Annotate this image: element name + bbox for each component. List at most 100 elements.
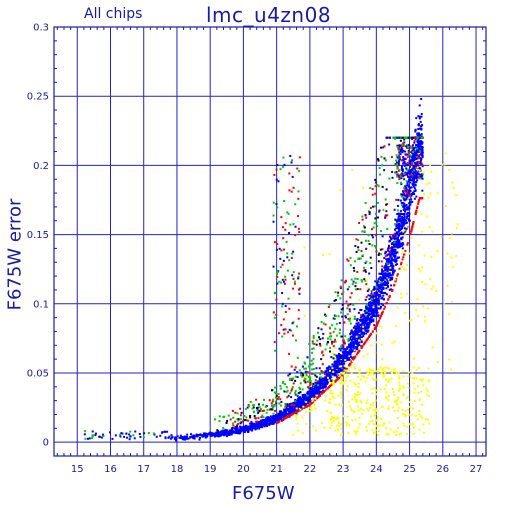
data-point xyxy=(405,433,408,436)
data-point xyxy=(249,422,252,425)
data-point xyxy=(274,416,277,419)
data-point xyxy=(450,256,453,259)
data-point xyxy=(401,170,404,173)
data-point xyxy=(305,403,308,406)
data-point xyxy=(330,356,333,359)
data-point xyxy=(426,418,429,421)
data-point xyxy=(372,308,375,311)
data-point xyxy=(173,437,176,440)
data-point xyxy=(351,409,354,412)
data-point xyxy=(413,387,416,390)
data-point xyxy=(331,382,334,385)
data-point xyxy=(222,426,225,429)
data-point xyxy=(377,159,380,162)
data-point xyxy=(423,431,426,434)
data-point xyxy=(327,368,330,371)
data-point xyxy=(375,302,378,305)
data-point xyxy=(405,203,408,206)
data-point xyxy=(370,301,373,304)
data-point xyxy=(422,193,425,196)
data-point xyxy=(354,281,357,284)
data-point xyxy=(291,252,294,255)
data-point xyxy=(408,202,411,205)
data-point xyxy=(338,328,341,331)
data-point xyxy=(417,314,420,317)
data-point xyxy=(277,412,280,415)
data-point xyxy=(239,422,242,425)
x-tick-label: 19 xyxy=(204,464,217,475)
y-tick-label: 0.2 xyxy=(33,161,49,172)
data-point xyxy=(343,348,346,351)
data-point xyxy=(403,186,406,189)
data-point xyxy=(417,164,420,167)
data-point xyxy=(317,382,320,385)
data-point xyxy=(389,370,392,373)
data-point xyxy=(417,201,420,204)
data-point xyxy=(368,319,371,322)
data-point xyxy=(290,161,293,164)
data-point xyxy=(362,343,365,346)
data-point xyxy=(414,190,417,193)
data-point xyxy=(405,189,408,192)
data-point xyxy=(450,232,453,235)
data-point xyxy=(280,414,283,417)
data-point xyxy=(363,324,366,327)
data-point xyxy=(191,435,194,438)
data-point xyxy=(401,236,404,239)
data-point xyxy=(361,322,364,325)
data-point xyxy=(404,269,407,272)
data-point xyxy=(318,393,321,396)
data-point xyxy=(300,404,303,407)
data-point xyxy=(180,437,183,440)
data-point xyxy=(448,169,451,172)
data-point xyxy=(247,430,250,433)
data-point xyxy=(382,208,385,211)
data-point xyxy=(369,306,372,309)
data-point xyxy=(402,209,405,212)
data-point xyxy=(377,280,380,283)
data-point xyxy=(297,197,300,200)
data-point xyxy=(355,319,358,322)
x-axis-ticks: 15 16 17 18 19 20 21 22 23 24 25 26 27 xyxy=(56,27,484,475)
data-point xyxy=(292,223,295,226)
data-point xyxy=(236,412,239,415)
data-point xyxy=(90,437,93,440)
data-point xyxy=(305,373,308,376)
x-tick-label: 20 xyxy=(237,464,250,475)
data-point xyxy=(311,351,314,354)
data-point xyxy=(323,313,326,316)
data-point xyxy=(360,400,363,403)
data-point xyxy=(349,296,352,299)
data-point xyxy=(164,436,167,439)
data-point xyxy=(347,346,350,349)
data-point xyxy=(349,303,352,306)
data-point xyxy=(340,279,343,282)
data-point xyxy=(392,270,395,273)
data-point xyxy=(295,407,298,410)
data-point xyxy=(247,419,250,422)
data-point xyxy=(276,397,279,400)
data-point xyxy=(365,332,368,335)
data-point xyxy=(357,337,360,340)
data-point xyxy=(331,363,334,366)
data-point xyxy=(296,356,299,359)
data-point xyxy=(274,400,277,403)
data-point xyxy=(377,300,380,303)
data-point xyxy=(416,134,419,137)
data-point xyxy=(276,242,279,245)
data-point xyxy=(352,340,355,343)
data-point xyxy=(391,170,394,173)
data-point xyxy=(322,253,325,256)
data-point xyxy=(397,164,400,167)
data-point xyxy=(322,384,325,387)
data-point xyxy=(281,413,284,416)
data-point xyxy=(306,356,309,359)
data-point xyxy=(365,377,368,380)
data-point xyxy=(333,366,336,369)
data-point xyxy=(358,222,361,225)
data-point xyxy=(407,413,410,416)
data-point xyxy=(353,334,356,337)
data-point xyxy=(399,387,402,390)
data-point xyxy=(413,149,416,152)
data-point xyxy=(403,206,406,209)
